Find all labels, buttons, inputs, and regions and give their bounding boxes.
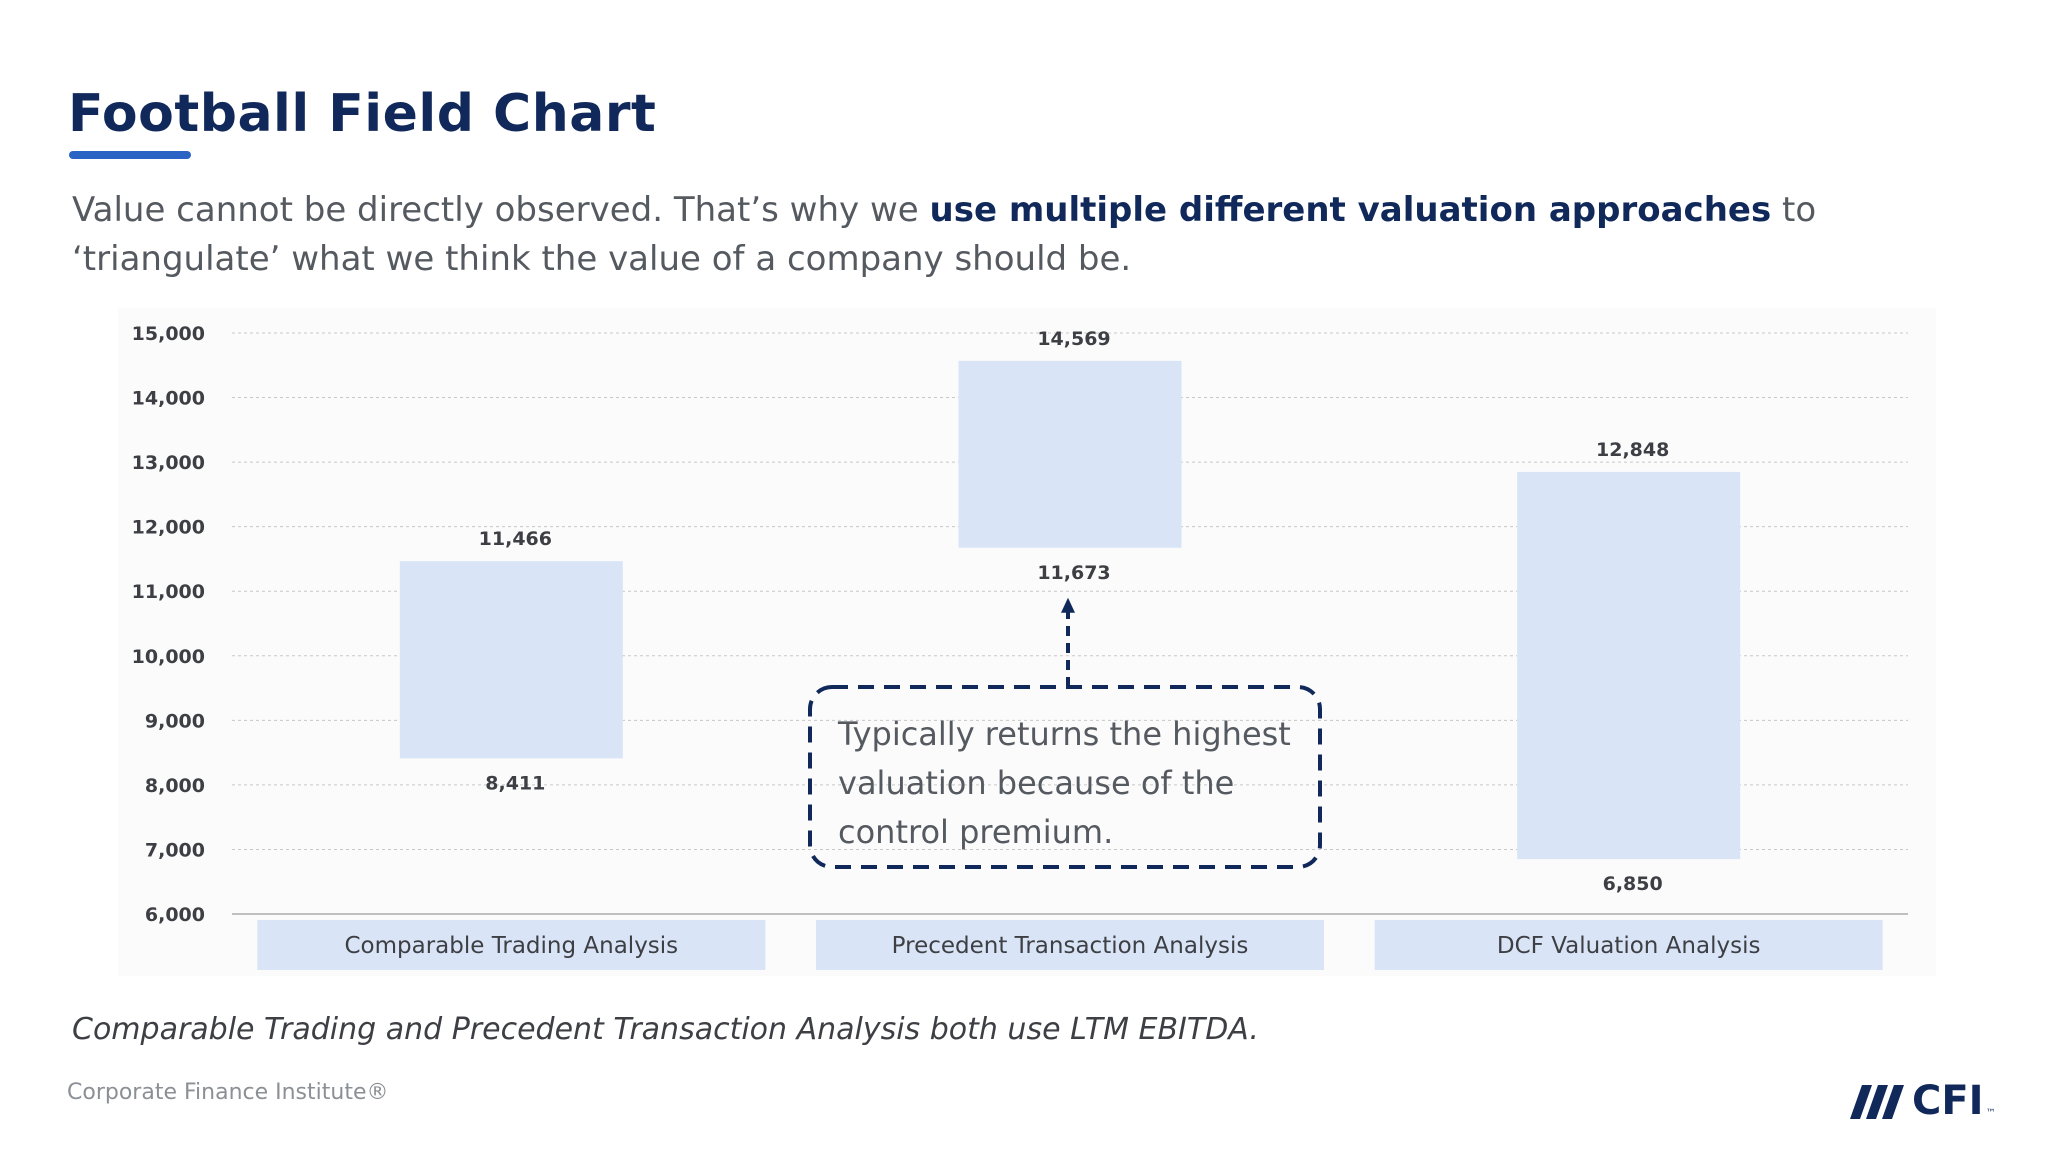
- title-underline: [69, 151, 191, 159]
- footer-brand: Corporate Finance Institute®: [67, 1080, 389, 1105]
- cfi-logo-trademark: ™: [1985, 1108, 1996, 1119]
- high-value-label: 11,466: [479, 528, 552, 550]
- x-category-label: DCF Valuation Analysis: [1497, 933, 1761, 959]
- subtitle-text-bold: use multiple different valuation approac…: [929, 190, 1772, 230]
- range-bar: [1517, 471, 1741, 860]
- high-value-label: 14,569: [1037, 328, 1110, 350]
- annotation-arrow-head: [1061, 597, 1075, 613]
- low-value-label: 8,411: [485, 772, 545, 794]
- cfi-logo: CFI ™: [1848, 1073, 1996, 1121]
- annotation-text-line: control premium.: [838, 813, 1113, 851]
- category-band: [816, 920, 1324, 970]
- y-tick-label: 8,000: [145, 775, 205, 797]
- y-tick-label: 13,000: [132, 452, 205, 474]
- y-tick-label: 15,000: [132, 323, 205, 345]
- category-band: [1374, 920, 1883, 970]
- category-band: [257, 920, 766, 970]
- slide-title: Football Field Chart: [68, 84, 657, 144]
- football-field-chart: 6,000 7,000 8,000 9,000 10,000 11,000 12,000 13…: [132, 323, 1908, 970]
- y-tick-label: 12,000: [132, 517, 205, 539]
- x-category-label: Comparable Trading Analysis: [344, 933, 678, 959]
- subtitle-text-before: Value cannot be directly observed. That’…: [72, 190, 930, 230]
- low-value-label: 11,673: [1037, 562, 1110, 584]
- x-category-label: Precedent Transaction Analysis: [892, 933, 1249, 959]
- y-tick-label: 7,000: [145, 839, 205, 861]
- low-value-label: 6,850: [1603, 873, 1663, 895]
- cfi-stripes-icon: [1850, 1085, 1904, 1119]
- y-tick-label: 14,000: [132, 388, 205, 410]
- chart-panel: 6,000 7,000 8,000 9,000 10,000 11,000 12,000 13…: [118, 308, 1936, 976]
- subtitle-text-after: to ‘triangulate’ what we think the value…: [72, 190, 1817, 279]
- range-bar: [399, 561, 623, 759]
- high-value-label: 12,848: [1596, 439, 1669, 461]
- footnote: Comparable Trading and Precedent Transac…: [72, 1012, 1259, 1047]
- y-tick-label: 9,000: [145, 710, 205, 732]
- annotation-text-line: valuation because of the: [838, 764, 1234, 802]
- y-tick-label: 11,000: [132, 581, 205, 603]
- y-tick-label: 6,000: [145, 904, 205, 926]
- range-bar: [958, 360, 1182, 548]
- y-tick-label: 10,000: [132, 646, 205, 668]
- cfi-logo-text: CFI: [1912, 1078, 1984, 1124]
- slide-subtitle: Value cannot be directly observed. That’…: [72, 186, 1972, 284]
- annotation-text-line: Typically returns the highest: [837, 715, 1291, 753]
